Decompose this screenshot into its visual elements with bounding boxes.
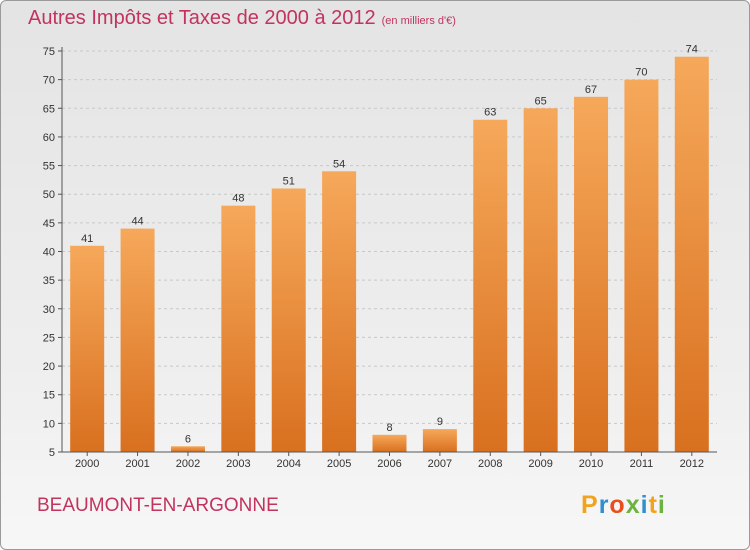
bar bbox=[120, 228, 155, 452]
y-tick-label: 40 bbox=[43, 247, 55, 259]
x-tick-label: 2005 bbox=[327, 458, 351, 470]
chart-title-main: Autres Impôts et Taxes de 2000 à 2012 bbox=[28, 7, 376, 29]
logo-letter: i bbox=[657, 491, 666, 519]
y-tick-label: 25 bbox=[43, 332, 55, 344]
x-tick-label: 2009 bbox=[528, 458, 552, 470]
bar-value-label: 8 bbox=[386, 422, 392, 434]
y-tick-label: 50 bbox=[43, 189, 55, 201]
x-tick-label: 2008 bbox=[478, 458, 502, 470]
bar bbox=[422, 429, 457, 452]
x-tick-label: 2002 bbox=[176, 458, 200, 470]
logo-letter: o bbox=[609, 491, 626, 519]
x-tick-label: 2006 bbox=[377, 458, 401, 470]
bar bbox=[574, 96, 609, 452]
bar bbox=[674, 56, 709, 452]
x-tick-label: 2007 bbox=[428, 458, 452, 470]
y-tick-label: 55 bbox=[43, 161, 55, 173]
chart-title-unit: (en milliers d'€) bbox=[381, 15, 456, 27]
y-tick-label: 70 bbox=[43, 75, 55, 87]
y-tick-label: 15 bbox=[43, 390, 55, 402]
bar-value-label: 48 bbox=[232, 193, 244, 205]
bar-value-label: 65 bbox=[535, 95, 547, 107]
y-tick-label: 10 bbox=[43, 418, 55, 430]
bar-value-label: 51 bbox=[283, 175, 295, 187]
bar bbox=[372, 434, 407, 452]
bar bbox=[473, 119, 508, 452]
bar bbox=[70, 245, 105, 452]
bar bbox=[624, 79, 659, 453]
bar-value-label: 54 bbox=[333, 158, 345, 170]
x-tick-label: 2001 bbox=[125, 458, 149, 470]
bar-value-label: 63 bbox=[484, 107, 496, 119]
bar-value-label: 41 bbox=[81, 233, 93, 245]
place-name: BEAUMONT-EN-ARGONNE bbox=[37, 495, 279, 516]
axes bbox=[58, 47, 717, 456]
bar-value-label: 70 bbox=[635, 67, 647, 79]
bar bbox=[271, 188, 306, 452]
labels: 5 10 15 20 25 30 35 40 45 50 55 60 65 70 75 41 2000 44 200… bbox=[43, 44, 704, 470]
grid-lines bbox=[62, 50, 717, 453]
bars bbox=[70, 56, 709, 453]
bar-value-label: 74 bbox=[686, 44, 698, 56]
y-tick-label: 35 bbox=[43, 275, 55, 287]
chart-title: Autres Impôts et Taxes de 2000 à 2012 (en… bbox=[28, 7, 456, 30]
x-tick-label: 2010 bbox=[579, 458, 603, 470]
bar-value-label: 44 bbox=[131, 216, 143, 228]
y-tick-label: 60 bbox=[43, 132, 55, 144]
bar bbox=[170, 446, 205, 452]
logo-letter: x bbox=[625, 491, 641, 519]
y-tick-label: 5 bbox=[49, 447, 55, 459]
bar bbox=[322, 171, 357, 453]
y-tick-label: 65 bbox=[43, 103, 55, 115]
bar bbox=[221, 205, 256, 452]
y-tick-label: 20 bbox=[43, 361, 55, 373]
logo-letter: t bbox=[648, 491, 658, 519]
logo-letter: i bbox=[640, 491, 649, 519]
x-tick-label: 2011 bbox=[630, 458, 654, 470]
bar-value-label: 67 bbox=[585, 84, 597, 96]
bar-value-label: 6 bbox=[185, 433, 191, 445]
x-tick-label: 2012 bbox=[680, 458, 704, 470]
logo-letter: r bbox=[598, 491, 610, 519]
bar-value-label: 9 bbox=[437, 416, 443, 428]
proxiti-logo: Proxiti bbox=[581, 491, 666, 520]
y-tick-label: 75 bbox=[43, 46, 55, 58]
x-tick-label: 2000 bbox=[75, 458, 99, 470]
bar bbox=[523, 108, 558, 453]
logo-letter: P bbox=[581, 491, 599, 519]
x-tick-label: 2003 bbox=[226, 458, 250, 470]
y-tick-label: 30 bbox=[43, 304, 55, 316]
x-tick-label: 2004 bbox=[276, 458, 300, 470]
y-tick-label: 45 bbox=[43, 218, 55, 230]
